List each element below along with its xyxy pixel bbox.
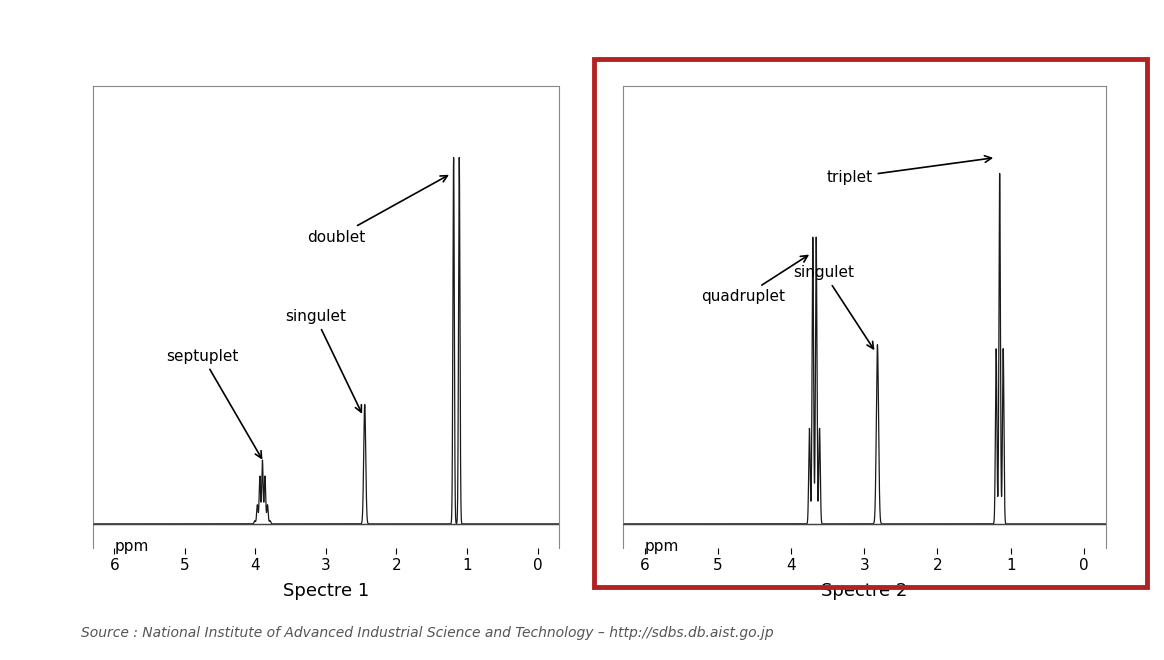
Text: ppm: ppm	[645, 539, 679, 554]
X-axis label: Spectre 1: Spectre 1	[283, 581, 369, 599]
Text: Source : National Institute of Advanced Industrial Science and Technology – http: Source : National Institute of Advanced …	[81, 626, 774, 640]
Text: singulet: singulet	[285, 310, 361, 412]
Text: ppm: ppm	[114, 539, 149, 554]
Text: doublet: doublet	[307, 176, 447, 245]
X-axis label: Spectre 2: Spectre 2	[821, 581, 908, 599]
Text: singulet: singulet	[794, 265, 873, 348]
Text: quadruplet: quadruplet	[702, 255, 808, 304]
Text: triplet: triplet	[826, 156, 992, 185]
Text: septuplet: septuplet	[166, 349, 262, 458]
